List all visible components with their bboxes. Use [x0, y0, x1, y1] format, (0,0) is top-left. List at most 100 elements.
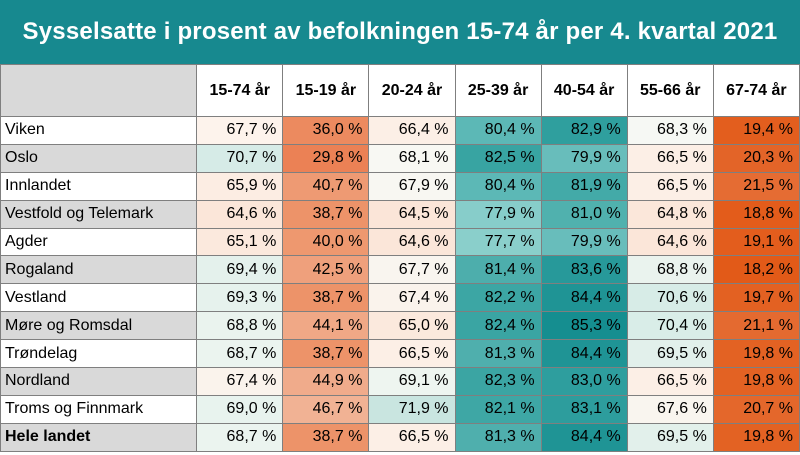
value-cell: 29,8 %: [282, 143, 370, 173]
value-cell: 66,4 %: [368, 116, 456, 145]
value-cell: 66,5 %: [626, 143, 714, 173]
table-row: Vestland 69,3 % 38,7 % 67,4 % 82,2 % 84,4 % 70…: [0, 283, 800, 313]
value-cell: 66,5 %: [368, 422, 456, 452]
column-header: 15-74 år: [196, 64, 284, 117]
value-cell: 36,0 %: [282, 116, 370, 145]
value-cell: 19,8 %: [712, 422, 800, 452]
value-cell: 65,0 %: [368, 311, 456, 341]
table-row: Rogaland 69,4 % 42,5 % 67,7 % 81,4 % 83,6 % 68…: [0, 255, 800, 285]
value-cell: 19,8 %: [712, 367, 800, 396]
value-cell: 69,5 %: [626, 422, 714, 452]
value-cell: 82,1 %: [454, 394, 542, 424]
value-cell: 46,7 %: [282, 394, 370, 424]
value-cell: 64,5 %: [368, 199, 456, 229]
value-cell: 21,5 %: [712, 171, 800, 201]
region-name: Agder: [0, 227, 198, 257]
value-cell: 68,8 %: [626, 255, 714, 285]
region-name: Møre og Romsdal: [0, 311, 198, 341]
value-cell: 81,3 %: [454, 422, 542, 452]
value-cell: 18,2 %: [712, 255, 800, 285]
value-cell: 82,4 %: [454, 311, 542, 341]
table-row: Agder 65,1 % 40,0 % 64,6 % 77,7 % 79,9 % 64,6 …: [0, 227, 800, 257]
region-name: Rogaland: [0, 255, 198, 285]
value-cell: 20,3 %: [712, 143, 800, 173]
value-cell: 44,9 %: [282, 367, 370, 396]
value-cell: 81,0 %: [540, 199, 628, 229]
header-row: 15-74 år 15-19 år 20-24 år 25-39 år 40-5…: [0, 64, 800, 117]
value-cell: 82,2 %: [454, 283, 542, 313]
value-cell: 83,6 %: [540, 255, 628, 285]
table-title: Sysselsatte i prosent av befolkningen 15…: [0, 0, 800, 64]
value-cell: 67,4 %: [196, 367, 284, 396]
value-cell: 66,5 %: [368, 339, 456, 369]
value-cell: 65,9 %: [196, 171, 284, 201]
region-name: Nordland: [0, 367, 198, 396]
region-name: Vestland: [0, 283, 198, 313]
column-header: 40-54 år: [540, 64, 628, 117]
value-cell: 80,4 %: [454, 171, 542, 201]
value-cell: 69,0 %: [196, 394, 284, 424]
value-cell: 19,7 %: [712, 283, 800, 313]
employment-table: 15-74 år 15-19 år 20-24 år 25-39 år 40-5…: [0, 64, 800, 452]
value-cell: 84,4 %: [540, 339, 628, 369]
value-cell: 83,0 %: [540, 367, 628, 396]
value-cell: 21,1 %: [712, 311, 800, 341]
column-header: 20-24 år: [368, 64, 456, 117]
value-cell: 67,7 %: [368, 255, 456, 285]
region-name: Vestfold og Telemark: [0, 199, 198, 229]
value-cell: 44,1 %: [282, 311, 370, 341]
column-header: 55-66 år: [626, 64, 714, 117]
table-row: Viken 67,7 % 36,0 % 66,4 % 80,4 % 82,9 % 68,3 …: [0, 116, 800, 145]
value-cell: 77,7 %: [454, 227, 542, 257]
value-cell: 65,1 %: [196, 227, 284, 257]
value-cell: 18,8 %: [712, 199, 800, 229]
column-header: 25-39 år: [454, 64, 542, 117]
value-cell: 64,6 %: [626, 227, 714, 257]
value-cell: 79,9 %: [540, 143, 628, 173]
value-cell: 68,7 %: [196, 339, 284, 369]
value-cell: 69,3 %: [196, 283, 284, 313]
corner-cell: [0, 64, 198, 117]
value-cell: 67,9 %: [368, 171, 456, 201]
value-cell: 68,8 %: [196, 311, 284, 341]
value-cell: 70,6 %: [626, 283, 714, 313]
value-cell: 83,1 %: [540, 394, 628, 424]
value-cell: 40,7 %: [282, 171, 370, 201]
value-cell: 67,4 %: [368, 283, 456, 313]
table-row: Møre og Romsdal 68,8 % 44,1 % 65,0 % 82,4 % 8…: [0, 311, 800, 341]
value-cell: 82,3 %: [454, 367, 542, 396]
value-cell: 64,8 %: [626, 199, 714, 229]
region-name: Oslo: [0, 143, 198, 173]
value-cell: 38,7 %: [282, 339, 370, 369]
value-cell: 71,9 %: [368, 394, 456, 424]
value-cell: 82,9 %: [540, 116, 628, 145]
value-cell: 84,4 %: [540, 422, 628, 452]
region-name: Hele landet: [0, 422, 198, 452]
column-header: 15-19 år: [282, 64, 370, 117]
region-name: Viken: [0, 116, 198, 145]
value-cell: 67,7 %: [196, 116, 284, 145]
value-cell: 84,4 %: [540, 283, 628, 313]
value-cell: 20,7 %: [712, 394, 800, 424]
value-cell: 67,6 %: [626, 394, 714, 424]
value-cell: 82,5 %: [454, 143, 542, 173]
table-row: Troms og Finnmark 69,0 % 46,7 % 71,9 % 82,1 …: [0, 394, 800, 424]
table-row: Innlandet 65,9 % 40,7 % 67,9 % 80,4 % 81,9 % 6…: [0, 171, 800, 201]
value-cell: 70,4 %: [626, 311, 714, 341]
value-cell: 66,5 %: [626, 367, 714, 396]
value-cell: 69,4 %: [196, 255, 284, 285]
value-cell: 69,1 %: [368, 367, 456, 396]
value-cell: 38,7 %: [282, 283, 370, 313]
value-cell: 68,1 %: [368, 143, 456, 173]
region-name: Trøndelag: [0, 339, 198, 369]
region-name: Troms og Finnmark: [0, 394, 198, 424]
value-cell: 66,5 %: [626, 171, 714, 201]
value-cell: 85,3 %: [540, 311, 628, 341]
table-row: Vestfold og Telemark 64,6 % 38,7 % 64,5 % 77…: [0, 199, 800, 229]
table-row: Trøndelag 68,7 % 38,7 % 66,5 % 81,3 % 84,4 % 6…: [0, 339, 800, 369]
total-row: Hele landet 68,7 % 38,7 % 66,5 % 81,3 % 84,4 …: [0, 422, 800, 452]
table-row: Nordland 67,4 % 44,9 % 69,1 % 82,3 % 83,0 % 66…: [0, 367, 800, 396]
value-cell: 40,0 %: [282, 227, 370, 257]
value-cell: 81,3 %: [454, 339, 542, 369]
value-cell: 38,7 %: [282, 422, 370, 452]
